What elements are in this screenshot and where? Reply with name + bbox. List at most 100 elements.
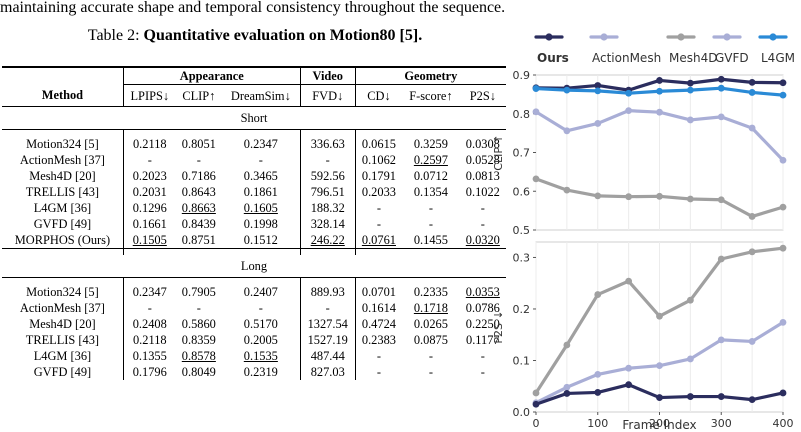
value-text: - (428, 349, 433, 363)
value-text: 0.1512 (243, 233, 278, 247)
table-caption: Table 2: Quantitative evaluation on Moti… (0, 26, 510, 46)
value-text: 0.2005 (243, 333, 278, 347)
value-cell: - (122, 300, 176, 316)
value-text: 0.5860 (181, 317, 216, 331)
group-header-geometry: Geometry (354, 66, 506, 85)
value-text: - (480, 365, 485, 379)
data-point-l4gm (779, 91, 787, 99)
value-cell: 0.3465 (222, 168, 300, 184)
data-point-gvfd (625, 107, 633, 115)
legend-label-l4gm: L4GM (761, 51, 795, 65)
data-point-ours (717, 75, 725, 83)
method-cell: GVFD [49] (33, 217, 92, 231)
data-point-mesh4d (717, 196, 725, 204)
value-cell: 0.2005 (222, 332, 300, 348)
value-text: - (376, 349, 381, 363)
value-cell: 0.8439 (176, 216, 222, 232)
value-text: 0.2383 (361, 333, 396, 347)
data-point-mesh4d (717, 255, 725, 263)
col-header-fscore: F-score↑ (402, 84, 460, 107)
data-point-mesh4d (625, 277, 633, 285)
table-row: ActionMesh [37] - - - - 0.1062 0.2597 0.0528 (2, 152, 506, 168)
x-tick-label: 200 (649, 417, 670, 430)
data-point-ours (625, 381, 633, 389)
value-cell: 0.2250 (460, 316, 506, 332)
col-header-p2s: P2S↓ (459, 84, 506, 107)
data-point-gvfd (532, 108, 540, 116)
method-cell: TRELLIS [43] (25, 333, 100, 347)
value-cell: - (354, 364, 403, 380)
value-text: 0.1791 (361, 169, 396, 183)
data-point-actionmesh (656, 362, 663, 370)
value-cell: 0.2031 (122, 184, 176, 200)
data-point-l4gm (625, 89, 633, 97)
value-cell: 0.4724 (354, 316, 403, 332)
value-cell: 487.44 (299, 348, 356, 364)
value-cell: - (222, 152, 300, 168)
value-text: 0.8439 (181, 217, 216, 231)
value-text: 0.4724 (361, 317, 396, 331)
value-cell: 0.1605 (222, 200, 300, 216)
method-cell: Mesh4D [20] (29, 317, 96, 331)
method-cell: GVFD [49] (33, 365, 92, 379)
y-axis-label: CLIP ↑ (492, 134, 505, 170)
value-text: 336.63 (310, 137, 345, 151)
value-cell: 0.2408 (122, 316, 176, 332)
data-point-ours (779, 79, 787, 87)
data-point-mesh4d (532, 389, 540, 397)
data-point-l4gm (656, 87, 663, 95)
data-point-gvfd (748, 124, 756, 132)
legend-marker-gvfd (723, 33, 731, 41)
legend-marker-l4gm (769, 33, 777, 41)
value-cell: 0.8051 (176, 136, 222, 152)
data-point-gvfd (594, 120, 602, 127)
y-axis-label: P2S ↓ (492, 310, 505, 343)
caption-title: Quantitative evaluation on Motion80 [5]. (143, 27, 423, 44)
value-cell: 336.63 (299, 136, 356, 152)
group-header-row: Appearance Video Geometry (2, 66, 506, 85)
data-point-actionmesh (563, 383, 571, 391)
data-point-gvfd (656, 108, 663, 116)
value-cell: 0.2383 (354, 332, 403, 348)
x-axis-label: Frame Index (622, 418, 696, 432)
method-cell: ActionMesh [37] (19, 301, 105, 315)
value-cell: 0.1296 (122, 200, 176, 216)
data-point-gvfd (717, 113, 725, 121)
data-point-actionmesh (748, 338, 756, 345)
value-cell: 0.2347 (122, 284, 176, 300)
method-cell: Motion324 [5] (26, 285, 99, 299)
intro-text: maintaining accurate shape and temporal … (0, 0, 506, 16)
value-cell: 0.0308 (460, 136, 506, 152)
value-text: 0.8663 (181, 201, 216, 215)
method-cell: L4GM [36] (33, 201, 92, 215)
data-point-mesh4d (532, 175, 540, 183)
value-text: 0.0308 (465, 137, 500, 151)
value-cell: - (402, 200, 460, 216)
value-text: 188.32 (310, 201, 345, 215)
value-text: 0.0528 (465, 153, 500, 167)
table-row: Motion324 [5] 0.2347 0.7905 0.2407 889.93 0.0… (2, 284, 506, 300)
value-text: 0.1355 (132, 349, 167, 363)
value-cell: 0.1455 (402, 232, 460, 249)
value-text: 0.3259 (413, 137, 448, 151)
table-row: MORPHOS (Ours) 0.1505 0.8751 0.1512 246.22 0.… (2, 232, 506, 249)
data-point-ours (656, 394, 663, 401)
data-point-gvfd (779, 156, 787, 164)
method-cell: Mesh4D [20] (29, 169, 96, 183)
value-cell: 592.56 (299, 168, 356, 184)
value-cell: 0.8359 (176, 332, 222, 348)
col-header-method: Method (2, 84, 124, 107)
value-cell: 0.2347 (222, 136, 300, 152)
value-cell: 0.1861 (222, 184, 300, 200)
spacer-row (2, 129, 506, 136)
value-cell: - (299, 300, 356, 316)
value-cell: 0.0712 (402, 168, 460, 184)
value-cell: 0.8578 (176, 348, 222, 364)
value-text: - (376, 365, 381, 379)
value-text: 0.0701 (361, 285, 396, 299)
value-cell: 0.7905 (176, 284, 222, 300)
x-tick-label: 400 (773, 417, 794, 430)
value-cell: 0.3259 (402, 136, 460, 152)
value-text: 0.8751 (181, 233, 216, 247)
data-point-mesh4d (594, 291, 602, 298)
